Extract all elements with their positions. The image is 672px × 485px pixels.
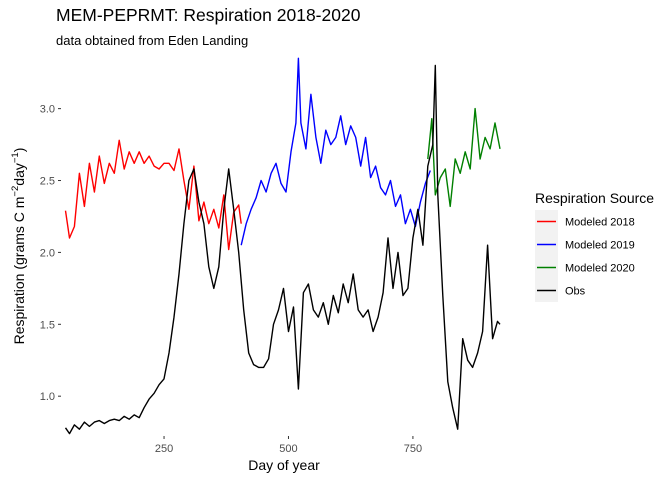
legend-label: Modeled 2018 [565,217,635,229]
y-axis-title-suffix: ) [11,148,27,153]
legend-item-modeled-2018: Modeled 2018 [535,210,635,233]
legend-title: Respiration Source [535,190,654,206]
legend-items: Modeled 2018 Modeled 2019 Modeled 2020 Obs [535,210,635,302]
y-tick-label: 3.0 [40,104,55,116]
x-axis-title: Day of year [248,457,320,473]
y-axis: 1.0 1.5 2.0 2.5 3.0 [40,104,61,403]
y-tick-label: 2.5 [40,176,55,188]
y-tick-label: 1.5 [40,319,55,331]
series-line-modeled-2020 [427,107,501,208]
chart-subtitle: data obtained from Eden Landing [56,33,248,48]
plot-area [64,57,501,435]
series-line-modeled-2019 [240,57,431,246]
series-line-obs [64,64,501,435]
y-tick-label: 1.0 [40,391,55,403]
legend-item-modeled-2020: Modeled 2020 [535,256,635,279]
y-axis-title-prefix: Respiration (grams C m [11,197,27,345]
y-axis-title-mid: day [11,163,27,186]
x-tick-label: 500 [279,443,297,455]
legend-label: Obs [565,286,586,298]
legend-label: Modeled 2019 [565,240,635,252]
x-axis: 250 500 750 [155,436,422,455]
y-axis-title: Respiration (grams C m−2day−1) [10,148,27,345]
y-tick-label: 2.0 [40,247,55,259]
x-tick-label: 750 [404,443,422,455]
x-tick-label: 250 [155,443,173,455]
y-axis-title-sup1: −2 [10,186,21,197]
series-line-modeled-2018 [64,139,242,251]
legend-item-obs: Obs [535,279,586,302]
chart-title: MEM-PEPRMT: Respiration 2018-2020 [56,5,361,25]
y-axis-title-sup2: −1 [10,152,21,163]
legend-label: Modeled 2020 [565,263,635,275]
legend-item-modeled-2019: Modeled 2019 [535,233,635,256]
